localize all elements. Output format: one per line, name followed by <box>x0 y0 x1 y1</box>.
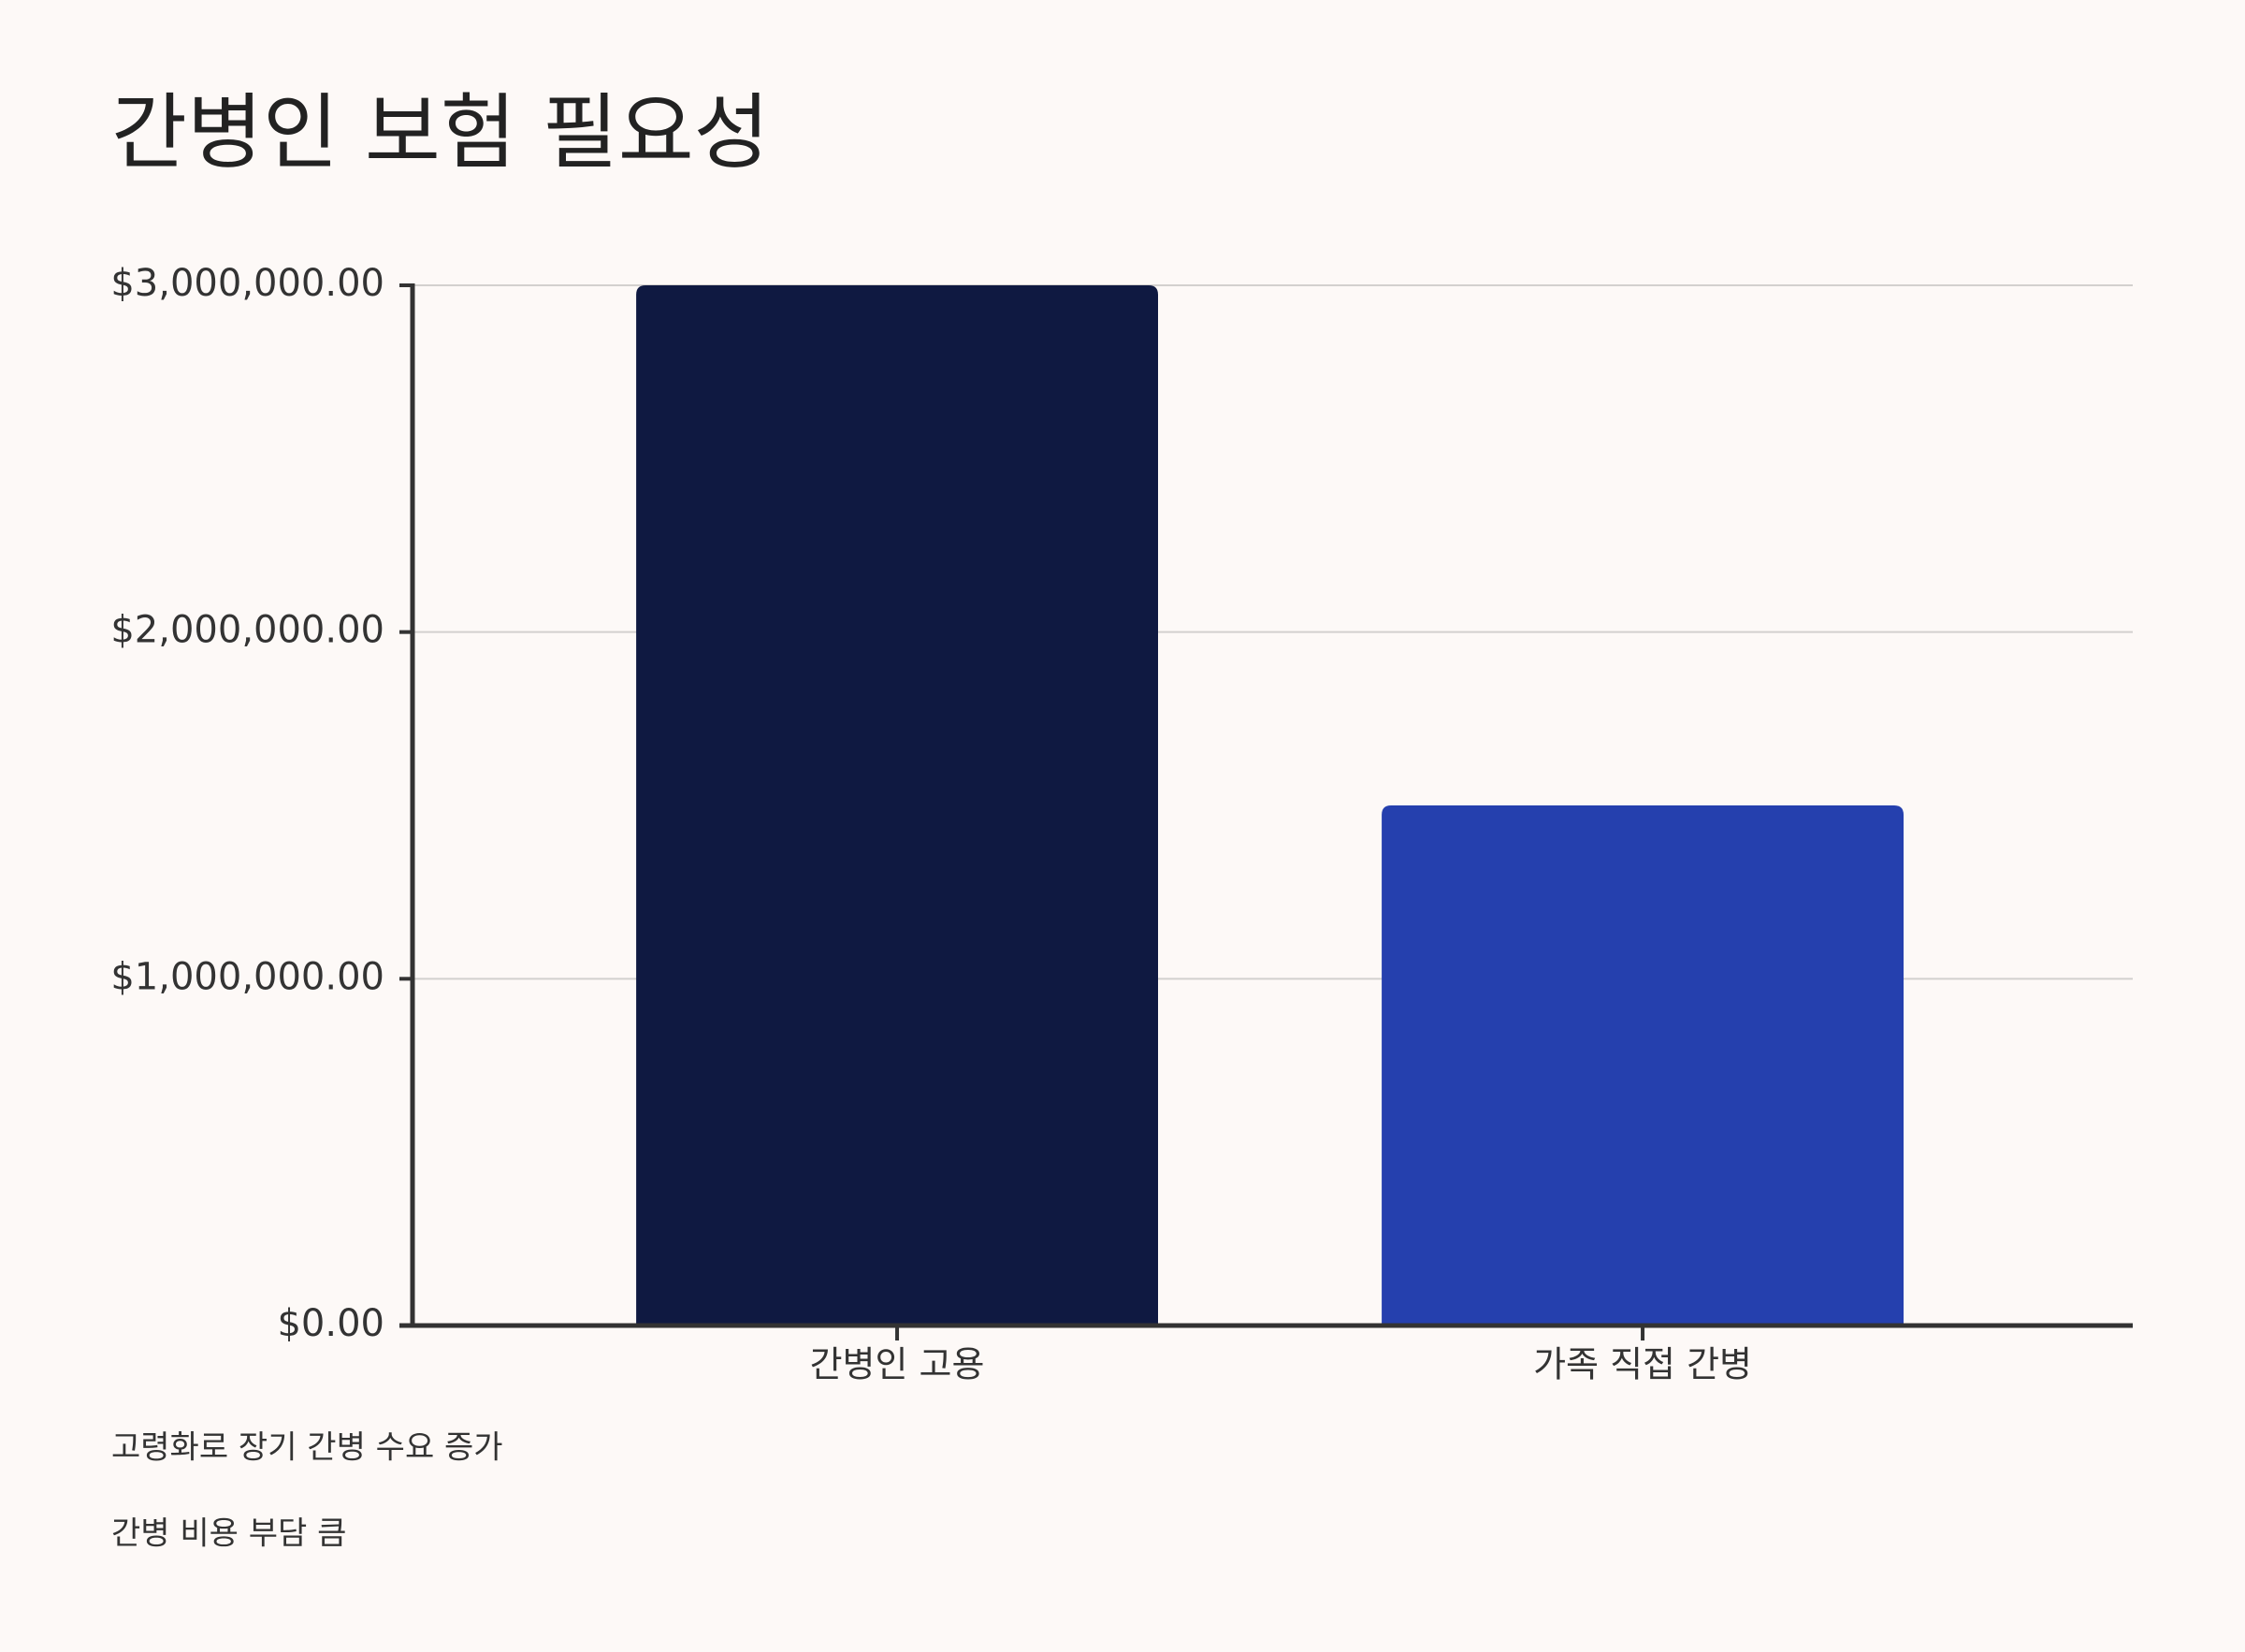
bar <box>636 285 1158 1326</box>
y-tick-label: $2,000,000.00 <box>110 609 384 652</box>
annotation: 고령화로 장기 간병 수요 증가 <box>111 1429 503 1467</box>
x-tick-label: 가족 직접 간병 <box>1533 1344 1752 1385</box>
y-tick-label: $0.00 <box>277 1302 384 1345</box>
x-tick-label: 간병인 고용 <box>810 1344 985 1385</box>
bar <box>1382 805 1904 1326</box>
y-tick-label: $1,000,000.00 <box>110 955 384 998</box>
y-tick-label: $3,000,000.00 <box>110 262 384 305</box>
chart-title: 간병인 보험 필요성 <box>111 84 770 181</box>
annotation: 간병 비용 부담 큼 <box>111 1515 346 1553</box>
